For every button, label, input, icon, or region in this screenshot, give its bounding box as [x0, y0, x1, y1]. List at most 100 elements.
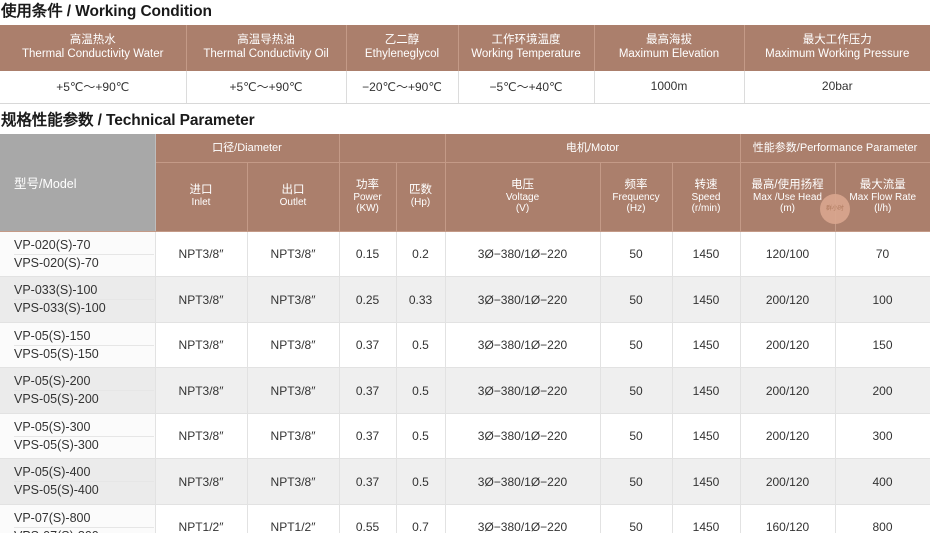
cell-inlet: NPT3/8″: [155, 458, 248, 505]
cell-outlet: NPT3/8″: [247, 458, 340, 505]
cell-head: 200/120: [740, 276, 836, 323]
working-col-header: 乙二醇 Ethyleneglycol: [346, 24, 459, 71]
cell-inlet: NPT3/8″: [155, 276, 248, 323]
working-col-en: Thermal Conductivity Water: [22, 48, 164, 61]
cell-outlet: NPT1/2″: [247, 504, 340, 533]
cell-hp: 0.5: [396, 367, 446, 414]
sub-en: Inlet: [191, 197, 211, 209]
table-row: VP-05(S)-400 VPS-05(S)-400 NPT3/8″ NPT3/8″ 0…: [0, 458, 930, 505]
sub-cn: 转速: [694, 178, 718, 191]
cell-frequency: 50: [600, 322, 673, 369]
cell-frequency: 50: [600, 413, 673, 460]
working-value: −5℃～+40℃: [458, 70, 595, 104]
model-name-primary: VP-05(S)-300: [14, 419, 154, 437]
sub-en: Max /Use Head: [753, 191, 822, 203]
working-value: 1000m: [594, 70, 745, 104]
sub-en: (Hp): [410, 197, 431, 209]
cell-power: 0.55: [339, 504, 397, 533]
cell-power: 0.25: [339, 276, 397, 323]
sub-cn: 频率: [624, 178, 648, 191]
tech-header-model: 型号/Model: [0, 134, 156, 232]
model-cell: VP-05(S)-300 VPS-05(S)-300: [0, 413, 156, 460]
cell-flow: 100: [835, 276, 930, 323]
model-cell: VP-020(S)-70 VPS-020(S)-70: [0, 231, 156, 278]
model-name-secondary: VPS-05(S)-400: [14, 483, 99, 497]
model-name-primary: VP-05(S)-200: [14, 373, 154, 391]
working-header-row: 高温热水 Thermal Conductivity Water 高温导热油 Th…: [0, 24, 930, 71]
cell-outlet: NPT3/8″: [247, 367, 340, 414]
table-row: VP-05(S)-200 VPS-05(S)-200 NPT3/8″ NPT3/8″ 0…: [0, 367, 930, 414]
cell-inlet: NPT3/8″: [155, 413, 248, 460]
model-cell: VP-033(S)-100 VPS-033(S)-100: [0, 276, 156, 323]
cell-outlet: NPT3/8″: [247, 322, 340, 369]
cell-flow: 800: [835, 504, 930, 533]
sub-en: Frequency: [612, 191, 660, 203]
working-condition-title: 使用条件 / Working Condition: [1, 3, 212, 20]
sub-cn: 出口: [281, 184, 305, 197]
working-col-cn: 乙二醇: [384, 33, 420, 46]
working-col-cn: 最大工作压力: [802, 33, 872, 46]
cell-head: 200/120: [740, 367, 836, 414]
sub-en: Outlet: [279, 197, 307, 209]
working-value: −20℃～+90℃: [346, 70, 459, 104]
cell-head: 200/120: [740, 413, 836, 460]
working-col-en: Working Temperature: [471, 48, 581, 61]
model-name-primary: VP-07(S)-800: [14, 510, 154, 528]
sub-en: Power: [353, 191, 382, 203]
working-value: +5℃～+90℃: [186, 70, 347, 104]
cell-speed: 1450: [672, 276, 741, 323]
cell-frequency: 50: [600, 367, 673, 414]
sub-cn: 匹数: [409, 184, 432, 197]
cell-flow: 400: [835, 458, 930, 505]
cell-hp: 0.33: [396, 276, 446, 323]
tech-group-performance: 性能参数/Performance Parameter: [740, 134, 930, 164]
working-col-header: 高温热水 Thermal Conductivity Water: [0, 24, 187, 71]
model-name-secondary: VPS-05(S)-300: [14, 437, 99, 452]
model-name-primary: VP-05(S)-150: [14, 328, 154, 346]
cell-flow: 300: [835, 413, 930, 460]
sub-en: Max Flow Rate: [849, 191, 917, 203]
sub-en: Speed: [691, 191, 721, 203]
working-col-header: 最大工作压力 Maximum Working Pressure: [744, 24, 930, 71]
cell-power: 0.15: [339, 231, 397, 278]
sub-cn: 电压: [511, 178, 534, 191]
cell-outlet: NPT3/8″: [247, 413, 340, 460]
table-row: VP-033(S)-100 VPS-033(S)-100 NPT3/8″ NPT3/8…: [0, 276, 930, 323]
model-name-secondary: VPS-020(S)-70: [14, 255, 99, 270]
tech-group-motor: 电机/Motor: [445, 134, 741, 164]
tech-header-voltage: 电压 Voltage (V): [445, 162, 601, 232]
cell-head: 120/100: [740, 231, 836, 278]
cell-speed: 1450: [672, 231, 741, 278]
cell-power: 0.37: [339, 322, 397, 369]
cell-speed: 1450: [672, 367, 741, 414]
tech-header-hp: 匹数 (Hp): [396, 162, 446, 232]
tech-header-head: 最高/使用扬程 Max /Use Head (m): [740, 162, 836, 232]
sub-unit: (KW): [356, 202, 379, 214]
tech-sub-header-row: 进口 Inlet 出口 Outlet 功率 Power (KW) 匹数 (Hp): [0, 162, 930, 232]
tech-header-frequency: 频率 Frequency (Hz): [600, 162, 673, 232]
cell-voltage: 3Ø−380/1Ø−220: [445, 413, 601, 460]
cell-voltage: 3Ø−380/1Ø−220: [445, 367, 601, 414]
table-row: VP-05(S)-150 VPS-05(S)-150 NPT3/8″ NPT3/8″ 0…: [0, 322, 930, 369]
cell-head: 160/120: [740, 504, 836, 533]
table-row: VP-07(S)-800VPS-07(S)-800NPT1/2″NPT1/2″0…: [0, 504, 930, 533]
cell-inlet: NPT3/8″: [155, 367, 248, 414]
working-col-header: 最高海拔 Maximum Elevation: [594, 24, 745, 71]
sub-unit: (r/min): [691, 202, 721, 214]
cell-speed: 1450: [672, 458, 741, 505]
model-name-secondary: VPS-05(S)-150: [14, 346, 99, 361]
tech-group-header-row: 型号/Model 口径/Diameter 电机/Motor 性能参数/Perfo…: [0, 134, 930, 232]
model-name-primary: VP-05(S)-400: [14, 464, 154, 482]
technical-parameter-title: 规格性能参数 / Technical Parameter: [1, 111, 255, 129]
cell-power: 0.37: [339, 458, 397, 505]
sub-unit: (m): [780, 202, 796, 214]
cell-voltage: 3Ø−380/1Ø−220: [445, 458, 601, 505]
model-name-secondary: VPS-07(S)-800: [14, 528, 154, 533]
table-row: VP-020(S)-70 VPS-020(S)-70 NPT3/8″ NPT3/8″ 0…: [0, 231, 930, 278]
working-col-cn: 最高海拔: [646, 33, 692, 46]
table-row: VP-05(S)-300 VPS-05(S)-300 NPT3/8″ NPT3/8″ 0…: [0, 413, 930, 460]
sub-en: Voltage: [505, 191, 540, 203]
working-col-en: Thermal Conductivity Oil: [203, 48, 329, 61]
sub-cn: 进口: [189, 184, 213, 197]
sub-cn: 最高/使用扬程: [751, 178, 824, 191]
